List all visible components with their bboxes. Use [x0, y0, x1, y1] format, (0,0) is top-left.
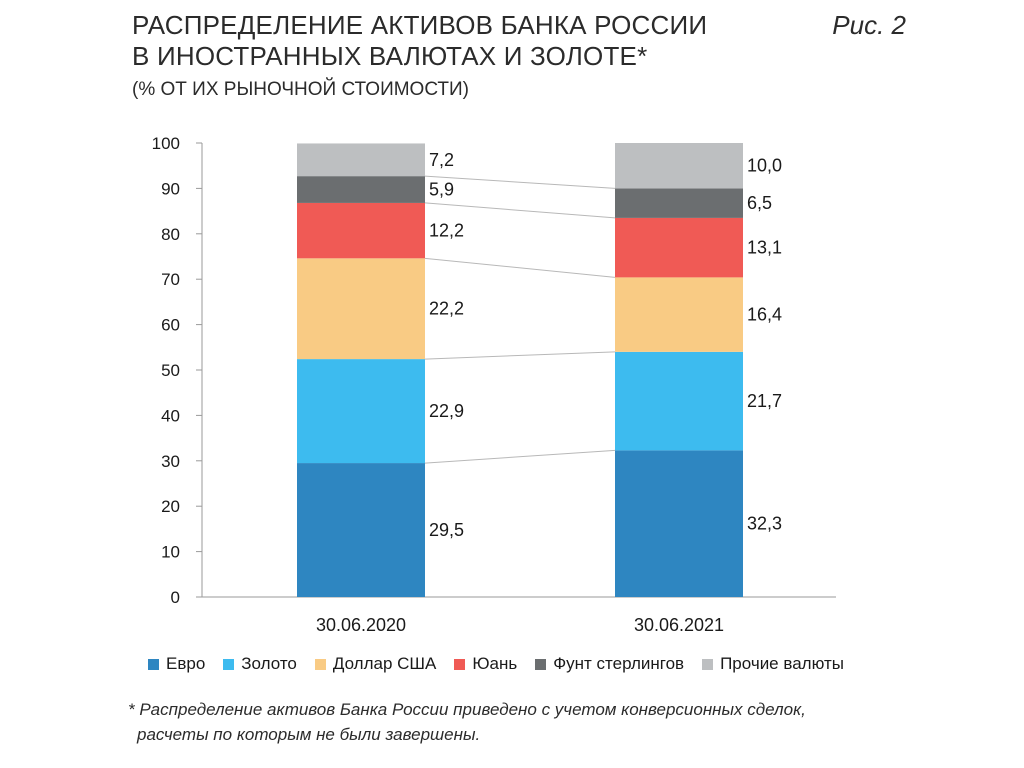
- legend-item: Золото: [223, 654, 297, 674]
- legend-swatch: [702, 658, 714, 670]
- title-block: РАСПРЕДЕЛЕНИЕ АКТИВОВ БАНКА РОССИИ В ИНО…: [132, 10, 707, 102]
- legend-item: Юань: [454, 654, 517, 674]
- chart-legend: Евро Золото Доллар США Юань Фунт стерлингов П…: [148, 654, 844, 674]
- legend-item: Фунт стерлингов: [535, 654, 684, 674]
- legend-label: Доллар США: [332, 654, 437, 673]
- data-label: 13,1: [747, 238, 782, 258]
- y-tick-label: 20: [161, 497, 180, 516]
- bar-segment: [297, 143, 425, 177]
- y-tick-label: 90: [161, 179, 180, 198]
- bar-segment: [297, 176, 425, 203]
- chart-title-line-2: В ИНОСТРАННЫХ ВАЛЮТАХ И ЗОЛОТЕ*: [132, 41, 648, 71]
- y-tick-label: 30: [161, 452, 180, 471]
- legend-label: Юань: [472, 654, 518, 673]
- data-label: 29,5: [429, 520, 464, 540]
- legend-label: Евро: [166, 654, 206, 673]
- legend-label: Прочие валюты: [720, 654, 844, 673]
- chart-title-line-1: РАСПРЕДЕЛЕНИЕ АКТИВОВ БАНКА РОССИИ: [132, 10, 708, 40]
- bar-segment: [615, 217, 743, 278]
- y-tick-label: 40: [161, 406, 180, 425]
- data-label: 22,9: [429, 401, 464, 421]
- bar-segment: [297, 258, 425, 360]
- data-label: 6,5: [747, 193, 772, 213]
- data-label: 21,7: [747, 391, 782, 411]
- footnote: * Распределение активов Банка России при…: [128, 697, 806, 747]
- connector-line: [424, 175, 616, 189]
- y-tick-label: 0: [171, 588, 180, 607]
- data-label: 12,2: [429, 221, 464, 241]
- legend-swatch: [223, 658, 235, 670]
- data-label: 32,3: [747, 514, 782, 534]
- bar-segment: [615, 277, 743, 352]
- legend-item: Доллар США: [314, 654, 437, 674]
- y-tick-label: 50: [161, 361, 180, 380]
- y-tick-label: 100: [152, 134, 180, 153]
- bar-segment: [615, 351, 743, 451]
- legend-swatch: [535, 658, 547, 670]
- bar-segment: [297, 359, 425, 464]
- legend-label: Золото: [241, 654, 297, 673]
- data-label: 16,4: [747, 305, 782, 325]
- y-tick-label: 60: [161, 316, 180, 335]
- footnote-line-2: расчеты по которым не были завершены.: [137, 725, 481, 744]
- connector-line: [424, 351, 616, 360]
- legend-label: Фунт стерлингов: [553, 654, 685, 673]
- connector-line: [424, 202, 616, 219]
- legend-swatch: [314, 658, 326, 670]
- legend-item: Евро: [148, 654, 205, 674]
- x-tick-label: 30.06.2020: [316, 615, 406, 635]
- data-label: 5,9: [429, 180, 454, 200]
- y-tick-label: 80: [161, 225, 180, 244]
- y-tick-label: 10: [161, 543, 180, 562]
- data-label: 7,2: [429, 150, 454, 170]
- bar-segment: [297, 463, 425, 597]
- connector-line: [424, 257, 616, 278]
- legend-swatch: [454, 658, 466, 670]
- legend-swatch: [148, 658, 159, 670]
- bar-segment: [615, 188, 743, 218]
- y-tick-label: 70: [161, 270, 180, 289]
- figure-label: Рис. 2: [832, 10, 906, 40]
- legend-item: Прочие валюты: [702, 654, 844, 674]
- x-tick-label: 30.06.2021: [634, 615, 724, 635]
- bar-segment: [615, 143, 743, 189]
- bar-segment: [297, 202, 425, 259]
- chart-subtitle: (% ОТ ИХ РЫНОЧНОЙ СТОИМОСТИ): [132, 79, 470, 100]
- data-label: 10,0: [747, 156, 782, 176]
- footnote-line-1: * Распределение активов Банка России при…: [128, 700, 806, 719]
- bar-segment: [615, 450, 743, 597]
- connector-line: [424, 449, 616, 464]
- data-label: 22,2: [429, 299, 464, 319]
